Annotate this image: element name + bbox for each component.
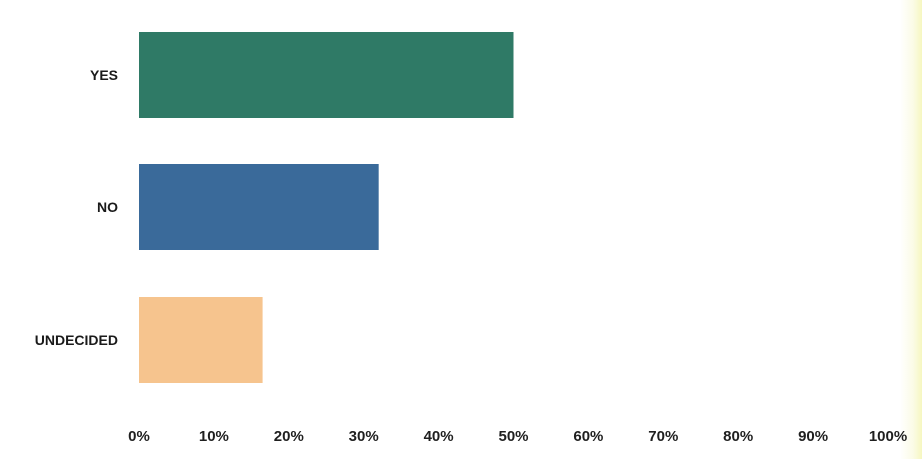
page-edge-strip	[900, 0, 922, 459]
x-tick-label: 20%	[274, 428, 304, 445]
category-label-undecided: UNDECIDED	[35, 332, 118, 348]
x-tick-label: 50%	[498, 428, 528, 445]
x-tick-label: 60%	[573, 428, 603, 445]
x-axis-tick-labels: 0% 10% 20% 30% 40% 50% 60% 70% 80% 90% 100%	[128, 428, 907, 445]
x-tick-label: 90%	[798, 428, 828, 445]
bars-layer	[139, 32, 514, 383]
x-tick-label: 30%	[349, 428, 379, 445]
bar-undecided	[139, 297, 263, 383]
bar-no	[139, 164, 379, 250]
x-tick-label: 80%	[723, 428, 753, 445]
bar-yes	[139, 32, 514, 118]
x-tick-label: 70%	[648, 428, 678, 445]
x-tick-label: 40%	[424, 428, 454, 445]
x-tick-label: 100%	[869, 428, 907, 445]
category-label-no: NO	[97, 199, 118, 215]
x-tick-label: 0%	[128, 428, 150, 445]
category-labels: YES NO UNDECIDED	[35, 67, 118, 348]
category-label-yes: YES	[90, 67, 118, 83]
x-tick-label: 10%	[199, 428, 229, 445]
